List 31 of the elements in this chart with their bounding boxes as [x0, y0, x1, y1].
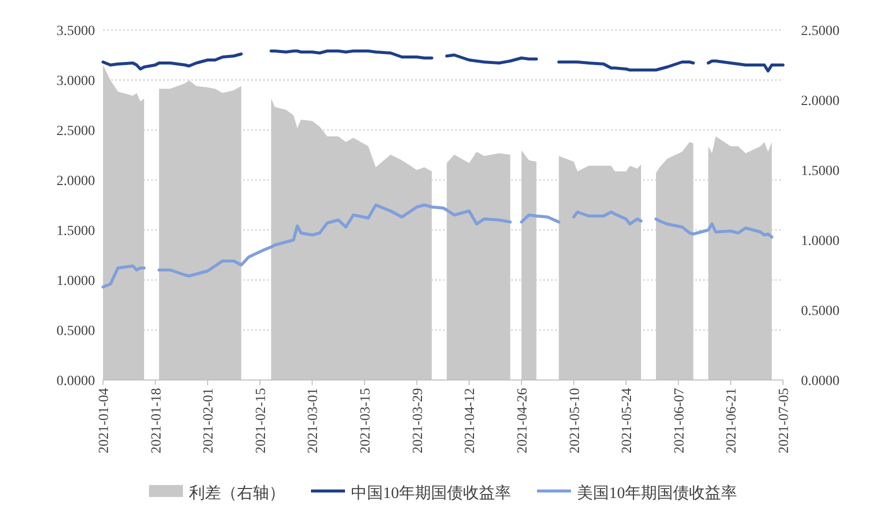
y-tick-label: 3.5000 [56, 24, 95, 39]
y-tick-label: 0.5000 [56, 324, 95, 339]
y2-tick-label: 2.5000 [801, 24, 840, 39]
y2-tick-label: 0.5000 [801, 304, 840, 319]
legend-label: 美国10年期国债收益率 [577, 484, 737, 502]
y-tick-label: 1.5000 [56, 224, 95, 239]
x-tick-label: 2021-04-12 [463, 388, 478, 454]
y-tick-label: 3.0000 [56, 74, 95, 89]
y-tick-label: 2.5000 [56, 124, 95, 139]
y2-tick-label: 1.0000 [801, 234, 840, 249]
x-tick-label: 2021-03-01 [306, 388, 322, 454]
x-tick-label: 2021-03-29 [410, 388, 426, 454]
x-tick-label: 2021-06-07 [672, 388, 688, 454]
x-tick-label: 2021-02-01 [202, 388, 217, 454]
x-tick-label: 2021-01-04 [97, 388, 112, 454]
x-tick-label: 2021-03-15 [358, 388, 374, 454]
legend-label: 利差（右轴） [189, 484, 285, 502]
x-tick-label: 2021-02-15 [254, 388, 269, 454]
x-tick-label: 2021-04-26 [515, 388, 530, 454]
y-tick-label: 2.0000 [56, 174, 95, 189]
x-tick-label: 2021-06-21 [724, 388, 740, 454]
y-tick-label: 1.0000 [56, 274, 95, 289]
x-tick-label: 2021-07-05 [777, 388, 792, 454]
y2-tick-label: 0.0000 [801, 374, 840, 389]
y-tick-label: 0.0000 [56, 374, 95, 389]
y2-tick-label: 1.5000 [801, 164, 840, 179]
x-tick-label: 2021-01-18 [149, 388, 164, 454]
x-tick-label: 2021-05-10 [568, 388, 583, 454]
x-tick-label: 2021-05-24 [620, 388, 636, 454]
legend-label: 中国10年期国债收益率 [351, 484, 511, 502]
y2-tick-label: 2.0000 [801, 94, 840, 109]
